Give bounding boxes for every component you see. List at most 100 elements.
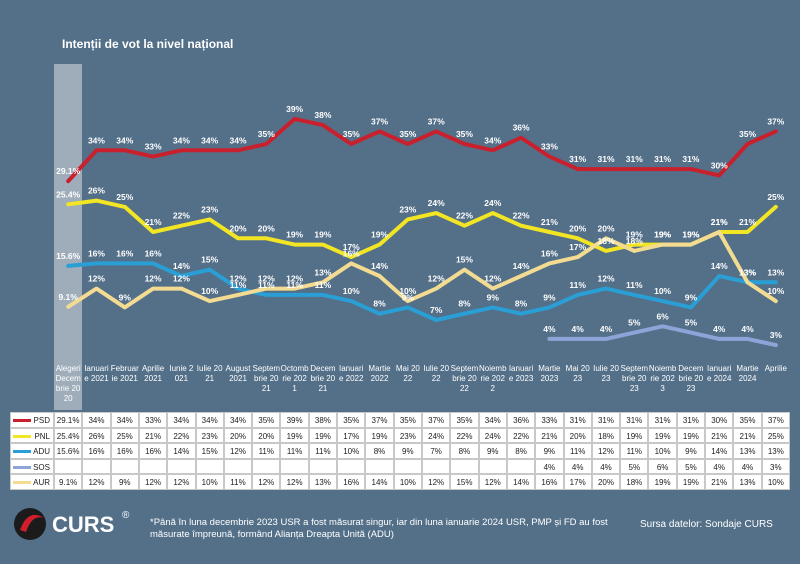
- table-cell: 20%: [223, 427, 253, 444]
- table-cell: 31%: [620, 412, 649, 428]
- data-label: 4%: [713, 324, 726, 334]
- data-label: 10%: [201, 286, 218, 296]
- data-label: 16%: [116, 248, 133, 258]
- data-label: 9%: [543, 292, 556, 302]
- table-cell: 37%: [422, 412, 451, 428]
- table-cell: 20%: [591, 474, 621, 490]
- data-label: 25%: [116, 192, 133, 202]
- table-cell: [167, 458, 196, 475]
- table-cell: 20%: [252, 427, 281, 444]
- data-label: 10%: [343, 286, 360, 296]
- data-label: 12%: [258, 274, 275, 284]
- table-cell: 36%: [506, 412, 536, 428]
- series-line: [66, 261, 778, 322]
- table-cell: 9%: [393, 443, 422, 459]
- data-label: 3%: [770, 330, 783, 340]
- table-cell: 4%: [705, 458, 734, 475]
- data-label: 31%: [654, 154, 671, 164]
- data-label: 16%: [145, 248, 162, 258]
- data-label: 18%: [626, 236, 643, 246]
- table-cell: 22%: [506, 427, 536, 444]
- table-cell: [54, 458, 83, 475]
- table-cell: 10%: [195, 474, 224, 490]
- data-label: 34%: [173, 135, 190, 145]
- table-cell: 10%: [761, 474, 790, 490]
- data-label: 39%: [286, 104, 303, 114]
- table-cell: 11%: [223, 474, 253, 490]
- data-label: 9%: [487, 292, 500, 302]
- table-cell: 33%: [535, 412, 564, 428]
- table-cell: 20%: [563, 427, 592, 444]
- table-cell: 4%: [733, 458, 762, 475]
- table-cell: 35%: [252, 412, 281, 428]
- data-label: 10%: [767, 286, 784, 296]
- table-cell: 12%: [591, 443, 621, 459]
- series-line: [66, 116, 778, 184]
- table-cell: 35%: [450, 412, 479, 428]
- table-cell: 19%: [308, 427, 338, 444]
- data-label: 23%: [201, 204, 218, 214]
- table-cell: 12%: [478, 474, 507, 490]
- data-label: 4%: [572, 324, 585, 334]
- table-cell: [365, 458, 394, 475]
- table-cell: 35%: [337, 412, 366, 428]
- data-label: 14%: [513, 261, 530, 271]
- data-label: 33%: [145, 142, 162, 152]
- data-label: 14%: [173, 261, 190, 271]
- table-cell: 18%: [620, 474, 649, 490]
- table-cell: 17%: [563, 474, 592, 490]
- legend-key: [13, 434, 31, 438]
- data-label: 36%: [513, 123, 530, 133]
- table-cell: 21%: [705, 427, 734, 444]
- data-label: 11%: [286, 280, 303, 290]
- legend-cell: SOS: [10, 458, 54, 475]
- table-cell: 6%: [648, 458, 677, 475]
- data-label: 35%: [343, 129, 360, 139]
- table-cell: [393, 458, 422, 475]
- data-label: 37%: [371, 116, 388, 126]
- data-label: 15%: [201, 255, 218, 265]
- table-cell: 19%: [620, 427, 649, 444]
- category-label: Septembrie 2021: [252, 364, 281, 393]
- table-cell: 16%: [82, 443, 111, 459]
- data-label: 6%: [656, 311, 669, 321]
- data-label: 19%: [626, 230, 643, 240]
- category-label: Aprilie: [764, 364, 787, 373]
- table-cell: 19%: [676, 427, 706, 444]
- data-label: 34%: [484, 135, 501, 145]
- category-label: Martie 2023: [538, 364, 561, 383]
- table-cell: [110, 458, 139, 475]
- table-cell: 23%: [393, 427, 422, 444]
- category-label: Aprilie 2021: [141, 364, 165, 383]
- data-label: 12%: [428, 274, 445, 284]
- table-cell: 34%: [478, 412, 507, 428]
- table-cell: 31%: [591, 412, 621, 428]
- table-cell: 31%: [676, 412, 706, 428]
- data-label: 21%: [711, 217, 728, 227]
- data-label: 22%: [173, 211, 190, 221]
- table-cell: [422, 458, 451, 475]
- data-label: 17%: [569, 242, 586, 252]
- data-label: 15.6%: [56, 251, 81, 261]
- logo-text: CURS: [52, 512, 114, 537]
- table-cell: 10%: [337, 443, 366, 459]
- data-label: 34%: [88, 135, 105, 145]
- category-label: Iulie 2021: [196, 364, 223, 383]
- data-label: 22%: [513, 211, 530, 221]
- data-label: 37%: [767, 116, 784, 126]
- data-label: 11%: [569, 280, 586, 290]
- data-label: 14%: [711, 261, 728, 271]
- logo-mark: ®: [122, 510, 130, 521]
- data-label: 12%: [597, 274, 614, 284]
- table-cell: 37%: [761, 412, 790, 428]
- table-cell: 14%: [506, 474, 536, 490]
- table-cell: 11%: [280, 443, 309, 459]
- table-cell: 12%: [82, 474, 111, 490]
- data-label: 35%: [456, 129, 473, 139]
- table-cell: [450, 458, 479, 475]
- table-cell: 35%: [393, 412, 422, 428]
- category-label: Ianuarie 2024: [706, 364, 732, 383]
- table-cell: 18%: [591, 427, 621, 444]
- table-cell: 19%: [676, 474, 706, 490]
- table-cell: 13%: [308, 474, 338, 490]
